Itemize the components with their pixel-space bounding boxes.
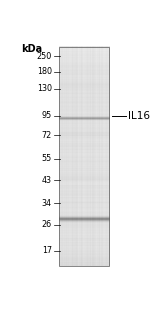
Bar xyxy=(59,47,110,266)
Text: IL16: IL16 xyxy=(128,111,150,121)
Text: kDa: kDa xyxy=(21,44,42,54)
Text: 55: 55 xyxy=(42,154,52,163)
Text: 43: 43 xyxy=(42,176,52,185)
Text: 180: 180 xyxy=(37,67,52,76)
Text: 95: 95 xyxy=(42,112,52,121)
Text: 130: 130 xyxy=(37,84,52,93)
Text: 72: 72 xyxy=(42,131,52,140)
Text: 17: 17 xyxy=(42,246,52,255)
Text: 26: 26 xyxy=(42,220,52,229)
Text: 34: 34 xyxy=(42,199,52,208)
Text: 250: 250 xyxy=(37,52,52,61)
